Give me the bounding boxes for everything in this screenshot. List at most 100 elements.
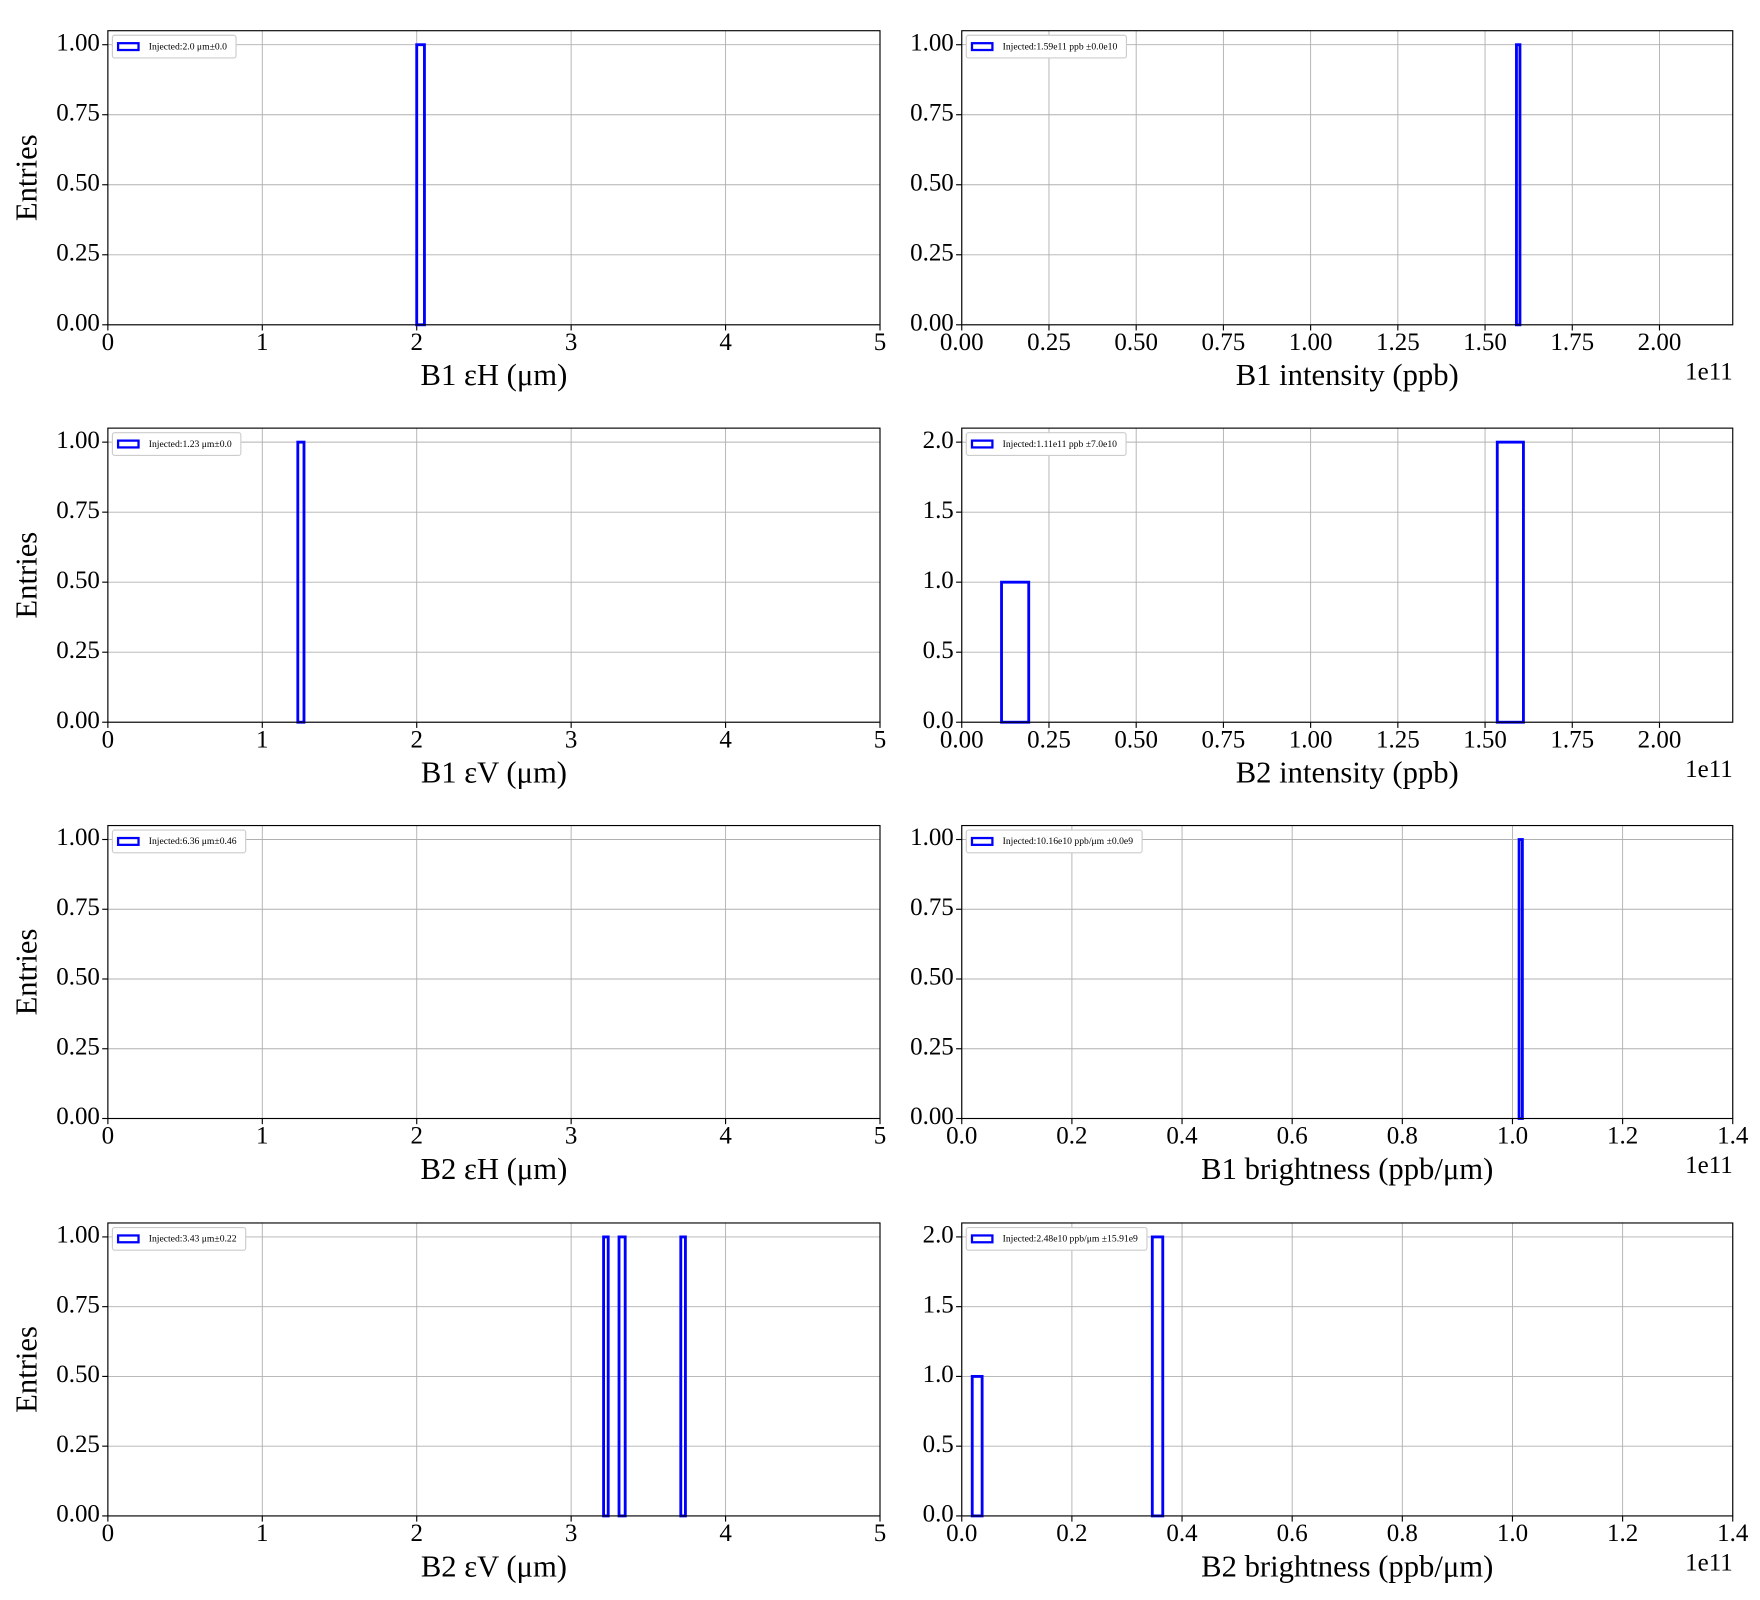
legend-box	[111, 34, 237, 59]
legend-box	[965, 432, 1127, 456]
x-tick-label: 2	[410, 726, 422, 753]
y-tick-label: 0.0	[923, 1501, 954, 1528]
x-tick-label: 0.2	[1056, 1123, 1087, 1150]
x-axis-label: B2 intensity (ppb)	[1236, 756, 1459, 790]
x-tick-label: 1.25	[1376, 329, 1420, 356]
x-tick-label: 0.50	[1114, 329, 1158, 356]
y-tick-label: 0.50	[56, 169, 100, 196]
y-tick-label: 0.00	[56, 310, 100, 337]
y-tick-label: 0.75	[910, 99, 954, 126]
x-tick-label: 0	[102, 1520, 114, 1547]
x-tick-label: 2	[410, 1520, 422, 1547]
x-offset-label: 1e11	[1685, 1152, 1733, 1179]
x-tick-label: 3	[565, 726, 577, 753]
y-tick-label: 0.25	[56, 240, 100, 267]
y-tick-label: 0.75	[56, 99, 100, 126]
y-tick-label: 1.00	[56, 1222, 100, 1249]
x-tick-label: 5	[874, 1123, 886, 1150]
legend-swatch	[116, 439, 140, 449]
legend: Injected:3.43 μm±0.22	[111, 1226, 247, 1251]
y-tick-label: 0.50	[56, 1361, 100, 1388]
x-tick-label: 0.6	[1277, 1123, 1308, 1150]
x-tick-label: 0.6	[1277, 1520, 1308, 1547]
y-tick-label: 0.25	[910, 1033, 954, 1060]
axes-frame	[107, 30, 881, 326]
x-tick-label: 5	[874, 726, 886, 753]
y-axis-label: Entries	[10, 134, 44, 221]
x-tick-label: 0	[102, 329, 114, 356]
y-tick-label: 0.00	[56, 1501, 100, 1528]
x-tick-label: 0.50	[1114, 726, 1158, 753]
y-tick-label: 0.00	[56, 1103, 100, 1130]
legend-label: Injected:1.59e11 ppb ±0.0e10	[1003, 41, 1118, 52]
legend-box	[965, 34, 1127, 59]
x-tick-label: 1	[256, 329, 268, 356]
y-tick-label: 0.00	[910, 1103, 954, 1130]
legend-swatch	[970, 836, 994, 846]
y-tick-label: 0.75	[56, 894, 100, 921]
y-tick-label: 1.00	[56, 824, 100, 851]
axes-frame	[107, 1222, 881, 1517]
y-tick-label: 1.0	[923, 567, 954, 594]
x-tick-label: 0.00	[940, 726, 984, 753]
x-tick-label: 1.25	[1376, 726, 1420, 753]
x-tick-label: 0.75	[1202, 329, 1246, 356]
x-tick-label: 1.0	[1497, 1123, 1528, 1150]
y-tick-label: 0.5	[923, 1431, 954, 1458]
y-tick-label: 2.0	[923, 427, 954, 454]
x-offset-label: 1e11	[1685, 358, 1733, 385]
x-tick-label: 1.75	[1550, 726, 1594, 753]
x-tick-label: 0	[102, 726, 114, 753]
x-tick-label: 3	[565, 1123, 577, 1150]
y-tick-label: 0.75	[910, 894, 954, 921]
axes-frame	[961, 824, 1734, 1120]
legend-box	[111, 432, 242, 456]
legend: Injected:1.23 μm±0.0	[111, 432, 242, 456]
legend-label: Injected:3.43 μm±0.22	[149, 1234, 237, 1245]
y-tick-label: 0.25	[56, 1431, 100, 1458]
y-tick-label: 0.50	[910, 169, 954, 196]
legend-label: Injected:6.36 μm±0.46	[149, 836, 237, 847]
x-tick-label: 1.00	[1289, 726, 1333, 753]
y-tick-label: 0.00	[910, 310, 954, 337]
x-axis-label: B1 intensity (ppb)	[1236, 358, 1459, 392]
axes-frame	[961, 427, 1734, 723]
legend: Injected:1.59e11 ppb ±0.0e10	[965, 34, 1127, 59]
legend: Injected:2.0 μm±0.0	[111, 34, 237, 59]
x-tick-label: 1.4	[1717, 1123, 1749, 1150]
y-tick-label: 0.25	[910, 240, 954, 267]
x-tick-label: 1.00	[1289, 329, 1333, 356]
x-tick-label: 1.50	[1463, 726, 1507, 753]
legend-box	[111, 829, 247, 854]
legend: Injected:6.36 μm±0.46	[111, 829, 247, 854]
legend: Injected:2.48e10 ppb/μm ±15.91e9	[965, 1226, 1148, 1251]
x-tick-label: 0.4	[1166, 1520, 1198, 1547]
y-tick-label: 1.00	[910, 29, 954, 56]
y-axis-label: Entries	[10, 532, 44, 619]
legend-swatch	[970, 439, 994, 449]
x-tick-label: 1.2	[1607, 1520, 1638, 1547]
x-axis-label: B1 εH (μm)	[421, 358, 568, 392]
y-tick-label: 0.25	[56, 637, 100, 664]
legend: Injected:10.16e10 ppb/μm ±0.0e9	[965, 829, 1143, 854]
legend-swatch	[970, 1234, 994, 1244]
subplot: 0 1 2 3 4 5 0.00 0.25 0.50 0.75 1.00 B1 εH (μm) Entr…	[10, 29, 887, 392]
x-tick-label: 0.00	[940, 329, 984, 356]
x-tick-label: 4	[719, 329, 732, 356]
x-tick-label: 0.25	[1027, 329, 1071, 356]
x-tick-label: 2	[410, 329, 422, 356]
y-tick-label: 1.0	[923, 1361, 954, 1388]
x-axis-label: B2 εH (μm)	[421, 1152, 568, 1186]
x-axis-label: B2 brightness (ppb/μm)	[1201, 1549, 1493, 1583]
y-tick-label: 0.5	[923, 637, 954, 664]
axes-frame	[961, 1222, 1734, 1517]
subplot: 0.00 0.25 0.50 0.75 1.00 1.25 1.50 1.75 2.00 0.00…	[910, 29, 1734, 392]
legend-box	[965, 829, 1143, 854]
x-axis-label: B2 εV (μm)	[421, 1549, 567, 1583]
axes-frame	[961, 30, 1734, 326]
x-tick-label: 0.2	[1056, 1520, 1087, 1547]
legend-box	[111, 1226, 247, 1251]
axes-frame	[107, 427, 881, 723]
legend-swatch	[116, 42, 140, 52]
